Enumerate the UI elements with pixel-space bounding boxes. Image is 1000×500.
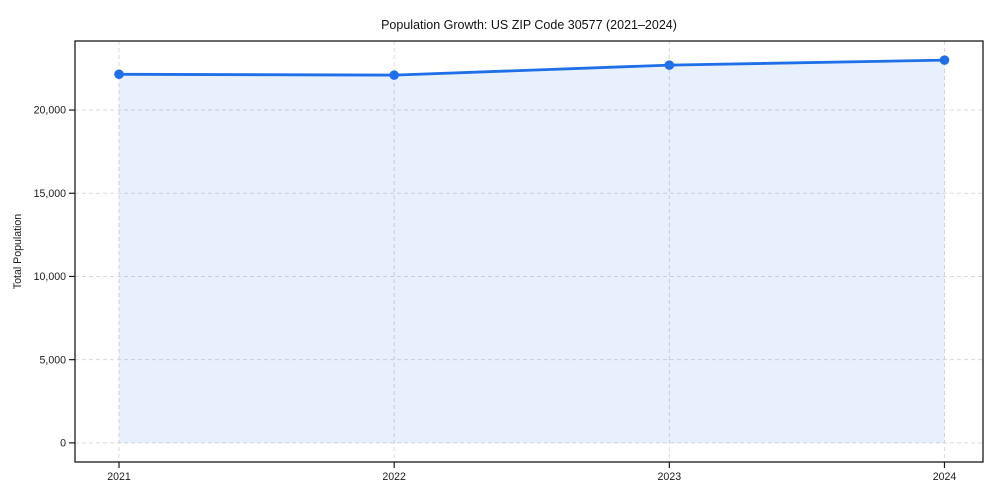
- plot-border: [74, 40, 984, 463]
- x-tick-label-2022: 2022: [382, 471, 406, 483]
- data-line-total-population: [117, 58, 946, 77]
- area-fill: [119, 60, 945, 443]
- chart-title: Population Growth: US ZIP Code 30577 (20…: [381, 18, 677, 32]
- x-tick-label-2023: 2023: [658, 471, 682, 483]
- y-tick-label-5,000: 5,000: [39, 354, 66, 366]
- data-point-2023: [664, 60, 675, 70]
- data-point-2024: [939, 55, 950, 65]
- x-tick-label-2024: 2024: [933, 471, 957, 483]
- grid-layer: [75, 41, 983, 462]
- y-axis-label: Total Population: [12, 214, 24, 289]
- data-marker-layer: [114, 55, 950, 80]
- data-point-2021: [114, 69, 124, 80]
- data-point-2022: [389, 70, 399, 80]
- x-tick-label-2021: 2021: [107, 471, 131, 483]
- y-tick-label-20,000: 20,000: [34, 105, 67, 117]
- y-tick-label-15,000: 15,000: [34, 188, 67, 200]
- axis-layer: 0 5,000 10,000 15,000 20,000 2021 2022 2023 2024: [34, 40, 984, 483]
- area-fill-layer: [119, 60, 945, 443]
- y-tick-label-10,000: 10,000: [34, 271, 67, 283]
- y-tick-label-0: 0: [60, 437, 66, 449]
- data-line-layer: [117, 58, 946, 77]
